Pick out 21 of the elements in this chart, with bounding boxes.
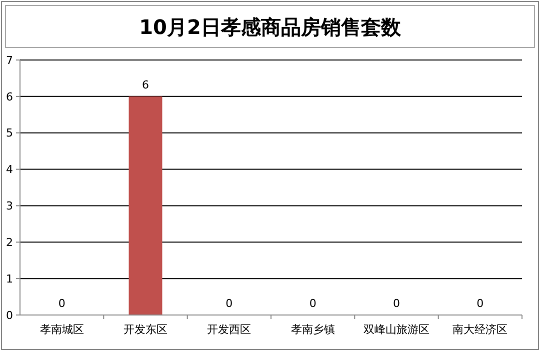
chart-title: 10月2日孝感商品房销售套数	[139, 15, 402, 39]
y-tick-label: 7	[6, 54, 13, 67]
x-tick-label: 双峰山旅游区	[364, 323, 430, 336]
y-tick-label: 5	[6, 126, 13, 140]
data-label: 0	[476, 297, 484, 310]
x-tick-label: 南大经济区	[452, 323, 508, 336]
x-tick-label: 开发东区	[124, 323, 168, 336]
data-label: 0	[309, 297, 316, 310]
x-tick-label: 孝南乡镇	[290, 323, 335, 336]
y-tick-label: 6	[6, 90, 13, 104]
y-tick-label: 4	[6, 163, 13, 176]
y-tick-label: 3	[6, 200, 13, 213]
y-tick-label: 2	[6, 236, 13, 249]
y-tick-label: 0	[6, 308, 13, 322]
data-label: 0	[226, 297, 233, 310]
data-label: 0	[393, 297, 400, 310]
data-label: 6	[142, 78, 149, 92]
x-tick-label: 开发西区	[207, 323, 252, 336]
x-tick-label: 孝南城区	[40, 323, 84, 336]
y-tick-label: 1	[6, 272, 13, 286]
data-label: 0	[58, 297, 66, 310]
